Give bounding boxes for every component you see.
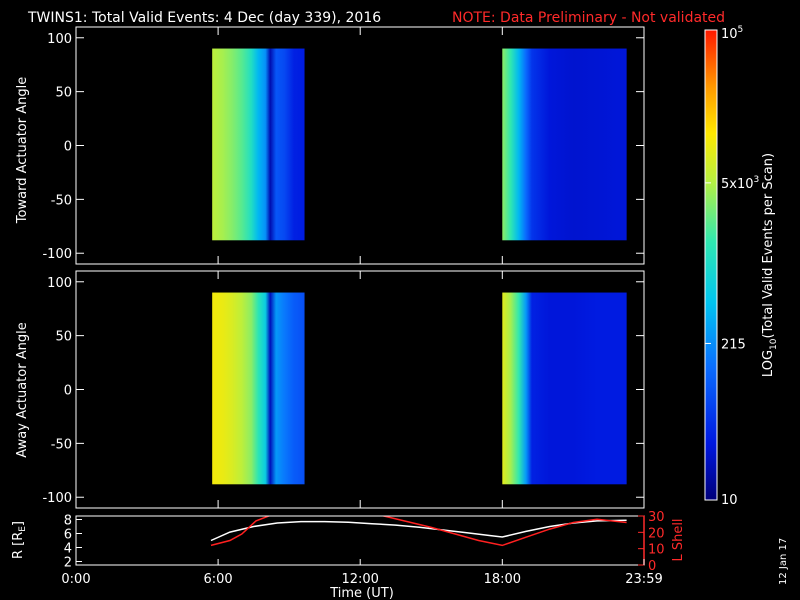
away-panel: -100 -50 0 50 100 [42,270,645,509]
r-axis-label-main: R [R [11,532,26,559]
figure-title: TWINS1: Total Valid Events: 4 Dec (day 3… [27,10,381,26]
ephem-ytick-label-6: 6 [64,528,72,543]
timestamp: 12 Jan 17 [778,538,789,585]
r-axis-label-end: ] [11,521,26,526]
colorbar-tick-label-1: 215 [721,337,746,352]
lshell-line [210,516,627,547]
colorbar-tick-label-3-base: 10 [721,27,738,42]
colorbar-label-suffix: (Total Valid Events per Scan) [761,153,776,339]
colorbar-tick-label-0-base: 10 [721,493,738,508]
away-data-block-0 [212,292,305,485]
toward-data-block-1 [502,48,627,241]
colorbar-label-sub: 10 [769,338,779,350]
lshell-ytick-label-20: 20 [648,526,665,541]
xtick-label-0: 0:00 [61,572,90,587]
colorbar-tick-label-1-base: 215 [721,337,746,352]
colorbar-bar [704,29,718,501]
colorbar-tick-label-0: 10 [721,493,738,508]
away-ytick-label-0: 0 [64,384,72,399]
away-data-block-1 [502,292,627,485]
lshell-axis-label: L Shell [671,518,686,561]
toward-ytick-label-50: 50 [55,86,72,101]
toward-ytick-label--50: -50 [51,193,72,208]
away-ytick-label--50: -50 [51,437,72,452]
toward-ytick-label-100: 100 [47,32,72,47]
ephem-ytick-label-2: 2 [64,556,72,571]
away-y-axis-label: Away Actuator Angle [15,322,30,457]
colorbar-tick-label-2: 5x103 [721,175,759,192]
colorbar-tick-label-3-sup: 5 [738,25,744,35]
preliminary-note: NOTE: Data Preliminary - Not validated [452,10,725,26]
colorbar-tick-label-3: 105 [721,25,743,42]
colorbar-tick-label-2-sup: 3 [754,175,760,185]
toward-ytick-label-0: 0 [64,140,72,155]
away-ytick-label--100: -100 [42,491,72,506]
lshell-ytick-label-30: 30 [648,510,665,525]
toward-panel: -100 -50 0 50 100 [42,26,645,265]
toward-ytick-label--100: -100 [42,247,72,262]
away-ytick-label-50: 50 [55,330,72,345]
ephem-ytick-label-8: 8 [64,514,72,529]
colorbar-label: LOG10(Total Valid Events per Scan) [761,153,779,377]
x-axis-label: Time (UT) [329,586,394,600]
colorbar-tick-label-2-base: 5x10 [721,177,754,192]
lshell-ytick-label-0: 0 [648,559,656,574]
xtick-label-2: 12:00 [341,572,378,587]
r-axis-label-sub: E [18,526,28,532]
ephem-ytick-label-4: 4 [64,542,72,557]
xtick-label-1: 6:00 [203,572,232,587]
away-ytick-label-100: 100 [47,276,72,291]
lshell-ytick-label-10: 10 [648,543,665,558]
colorbar-label-prefix: LOG [761,350,776,377]
r-axis-label: R [RE] [11,521,28,559]
xtick-label-3: 18:00 [484,572,521,587]
toward-data-block-0 [212,48,305,241]
xtick-label-4: 23:59 [625,572,662,587]
r-distance-line [210,519,627,542]
toward-y-axis-label: Toward Actuator Angle [15,77,30,224]
